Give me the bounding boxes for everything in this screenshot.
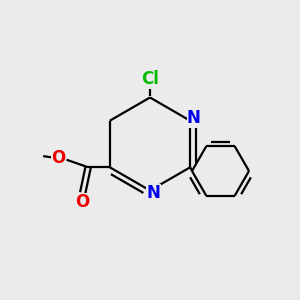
Text: N: N <box>187 110 201 127</box>
Text: O: O <box>51 149 65 167</box>
Text: O: O <box>76 193 90 211</box>
Text: Cl: Cl <box>141 70 159 88</box>
Text: N: N <box>147 184 160 202</box>
